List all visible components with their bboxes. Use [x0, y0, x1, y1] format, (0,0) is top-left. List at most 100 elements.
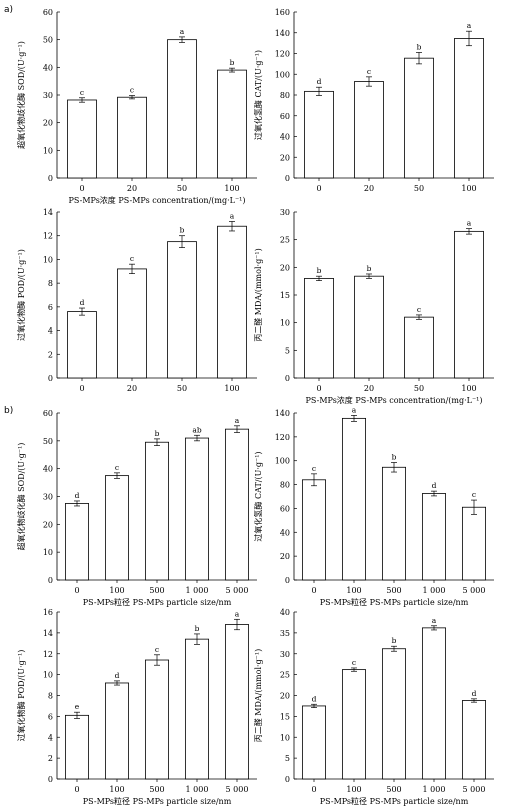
x-tick-label: 20: [127, 384, 137, 393]
y-tick-label: 80: [280, 91, 290, 100]
bar: [404, 316, 434, 379]
y-tick-label: 50: [43, 437, 53, 446]
x-tick-label: 0: [74, 586, 79, 595]
y-tick-label: 100: [275, 457, 290, 466]
x-tick-label: 500: [149, 586, 164, 595]
bar: [421, 627, 446, 780]
x-tick-label: 100: [224, 384, 239, 393]
significance-letter: c: [130, 254, 134, 263]
y-tick-label: 50: [43, 36, 53, 45]
significance-letter: d: [317, 77, 322, 86]
x-tick-label: 100: [109, 586, 124, 595]
y-tick-label: 20: [280, 153, 290, 162]
x-tick-label: 5 000: [463, 785, 486, 794]
y-tick-label: 40: [43, 465, 53, 474]
significance-letter: b: [155, 429, 160, 438]
significance-letter: b: [392, 453, 397, 462]
significance-letter: d: [115, 671, 120, 680]
y-tick-label: 60: [43, 409, 53, 418]
x-tick-label: 0: [74, 785, 79, 794]
y-tick-label: 0: [285, 174, 290, 183]
bar: [117, 96, 147, 179]
x-tick-label: 100: [346, 586, 361, 595]
y-tick-label: 6: [48, 303, 53, 312]
bar: [454, 230, 484, 379]
bar: [167, 241, 197, 379]
x-tick-label: 100: [461, 384, 476, 393]
y-tick-label: 0: [48, 576, 53, 585]
bar: [144, 659, 169, 780]
y-tick-label: 10: [43, 671, 53, 680]
x-tick-label: 5 000: [226, 586, 249, 595]
significance-letter: a: [467, 21, 472, 30]
y-tick-label: 4: [48, 733, 53, 742]
y-tick-label: 30: [280, 208, 290, 217]
bar: [381, 466, 406, 581]
y-tick-label: 15: [280, 712, 290, 721]
y-tick-label: 20: [280, 552, 290, 561]
significance-letter: c: [130, 86, 134, 95]
significance-letter: b: [417, 42, 422, 51]
x-tick-label: 1 000: [423, 785, 446, 794]
bar: [461, 506, 486, 581]
y-tick-label: 8: [48, 692, 53, 701]
bar: [217, 225, 247, 379]
y-tick-label: 25: [280, 671, 290, 680]
y-tick-label: 20: [43, 520, 53, 529]
y-tick-label: 0: [48, 775, 53, 784]
y-tick-label: 15: [280, 291, 290, 300]
y-tick-label: 120: [275, 50, 290, 59]
x-tick-label: 50: [177, 384, 187, 393]
bar: [105, 475, 130, 581]
significance-letter: a: [180, 27, 185, 36]
y-tick-label: 25: [280, 236, 290, 245]
y-tick-label: 10: [280, 319, 290, 328]
y-tick-label: 5: [285, 754, 290, 763]
x-tick-label: 50: [414, 184, 424, 193]
y-tick-label: 0: [285, 374, 290, 383]
bar: [354, 275, 384, 379]
bar: [67, 99, 97, 179]
significance-letter: c: [115, 463, 119, 472]
significance-letter: b: [195, 624, 200, 633]
y-tick-label: 14: [43, 629, 53, 638]
x-tick-label: 50: [414, 384, 424, 393]
x-tick-label: 0: [311, 586, 316, 595]
significance-letter: c: [155, 645, 159, 654]
significance-letter: e: [75, 702, 80, 711]
y-tick-label: 10: [43, 548, 53, 557]
x-tick-label: 0: [79, 384, 84, 393]
x-axis-label: PS-MPs粒径 PS-MPs particle size/nm: [320, 597, 469, 607]
bar: [341, 669, 366, 780]
significance-letter: c: [472, 490, 476, 499]
bar: [65, 503, 90, 581]
bar: [105, 682, 130, 780]
y-tick-label: 16: [43, 608, 53, 617]
bar: [67, 311, 97, 379]
y-tick-label: 120: [275, 433, 290, 442]
y-axis-label: 超氧化物歧化酶 SOD/(U·g⁻¹): [16, 443, 26, 551]
bar: [341, 417, 366, 581]
y-tick-label: 0: [48, 174, 53, 183]
y-tick-label: 30: [280, 650, 290, 659]
significance-letter: c: [417, 305, 421, 314]
significance-letter: a: [467, 219, 472, 228]
y-axis-label: 过氧化物酶 POD/(U·g⁻¹): [16, 650, 26, 742]
x-tick-label: 500: [149, 785, 164, 794]
x-tick-label: 500: [386, 586, 401, 595]
significance-letter: a: [432, 616, 437, 625]
y-axis-label: 超氧化物歧化酶 SOD/(U·g⁻¹): [16, 41, 26, 149]
x-tick-label: 0: [316, 384, 321, 393]
y-tick-label: 10: [280, 733, 290, 742]
panel-label-a: a): [4, 5, 13, 15]
y-tick-label: 4: [48, 327, 53, 336]
bar: [184, 437, 209, 581]
y-tick-label: 10: [43, 255, 53, 264]
y-tick-label: 140: [275, 409, 290, 418]
x-tick-label: 0: [316, 184, 321, 193]
significance-letter: c: [367, 67, 371, 76]
bar: [454, 38, 484, 179]
y-tick-label: 10: [43, 146, 53, 155]
y-tick-label: 40: [43, 63, 53, 72]
x-tick-label: 100: [461, 184, 476, 193]
